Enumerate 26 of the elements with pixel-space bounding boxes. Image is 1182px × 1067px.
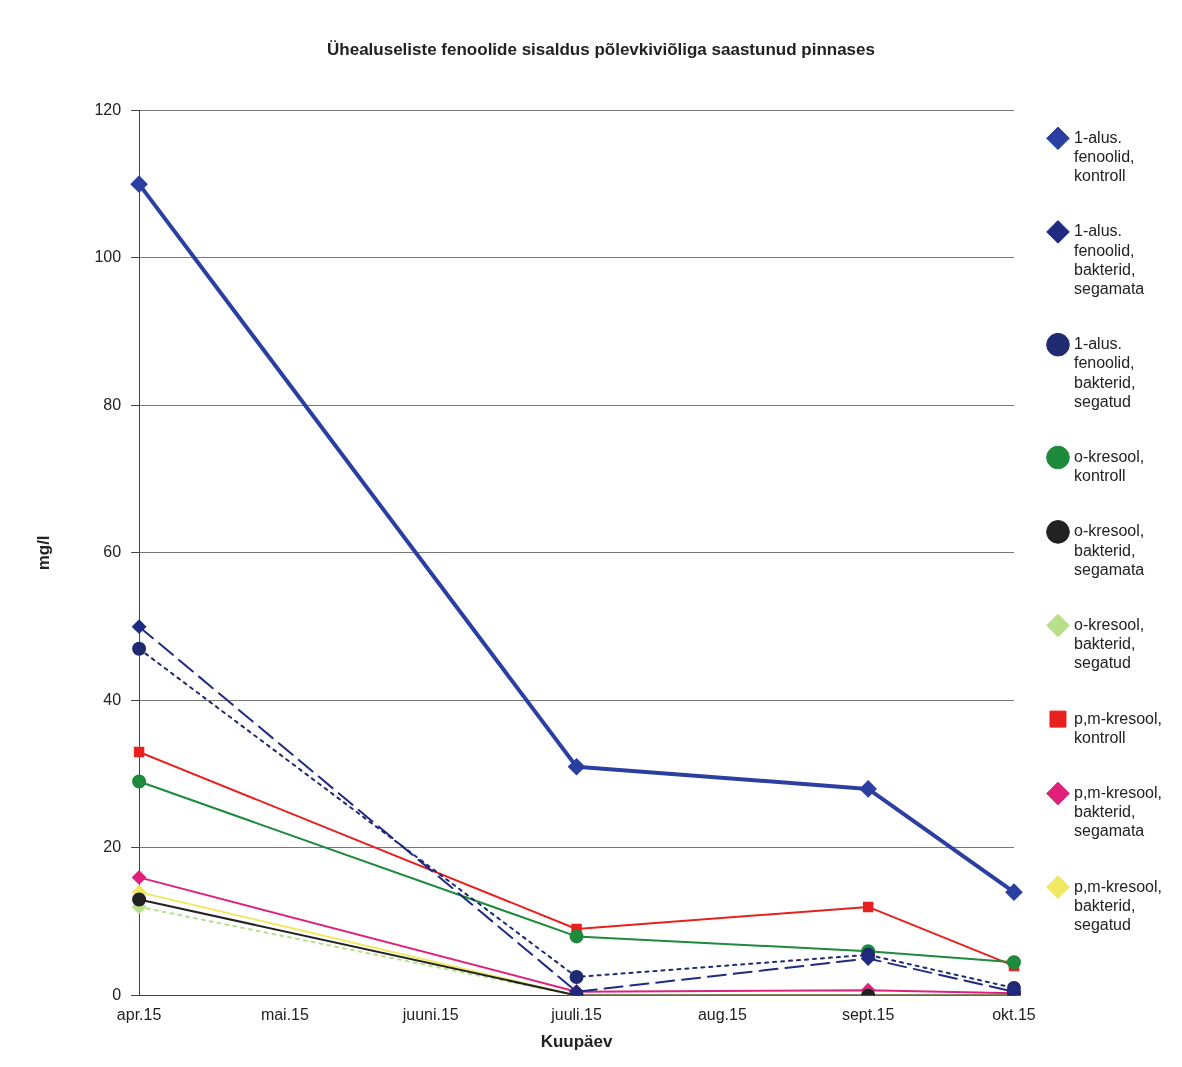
legend-label: o-kresool, bakterid, segamata	[1073, 522, 1145, 578]
x-tick-label: aug.15	[697, 1006, 747, 1024]
chart-title: Ühealuseliste fenoolide sisaldus põlevkiviõliga saastunud pinnases	[327, 39, 875, 59]
x-tick-label: sept.15	[841, 1006, 895, 1024]
y-tick-label: 40	[103, 690, 122, 708]
legend-label: p,m-kresool, kontroll	[1073, 709, 1163, 746]
legend-label: 1-alus. fenoolid, bakterid, segatud	[1073, 335, 1136, 410]
legend-label: p,m-kresool, bakterid, segatud	[1073, 877, 1163, 933]
y-tick-label: 100	[94, 248, 122, 266]
x-axis-title: Kuupäev	[540, 1032, 613, 1052]
y-tick-label: 80	[103, 395, 122, 413]
y-tick-label: 60	[103, 543, 122, 561]
x-tick-label: mai.15	[260, 1006, 310, 1024]
legend-label: o-kresool, kontroll	[1073, 447, 1145, 485]
x-tick-label: juuli.15	[550, 1006, 602, 1024]
legend-label: o-kresool, bakterid, segatud	[1073, 615, 1145, 672]
y-axis-title: mg/l	[33, 535, 53, 571]
legend-label: 1-alus. fenoolid, bakterid, segamata	[1073, 222, 1145, 297]
y-tick-label: 20	[103, 838, 122, 856]
x-tick-label: juuni.15	[401, 1006, 459, 1024]
x-tick-label: okt.15	[992, 1006, 1036, 1024]
x-tick-label: apr.15	[116, 1006, 162, 1024]
legend-label: p,m-kresool, bakterid, segamata	[1073, 783, 1163, 840]
y-tick-label: 0	[112, 985, 122, 1003]
legend-label: 1-alus. fenoolid, kontroll	[1073, 128, 1135, 185]
y-tick-label: 120	[94, 100, 122, 118]
